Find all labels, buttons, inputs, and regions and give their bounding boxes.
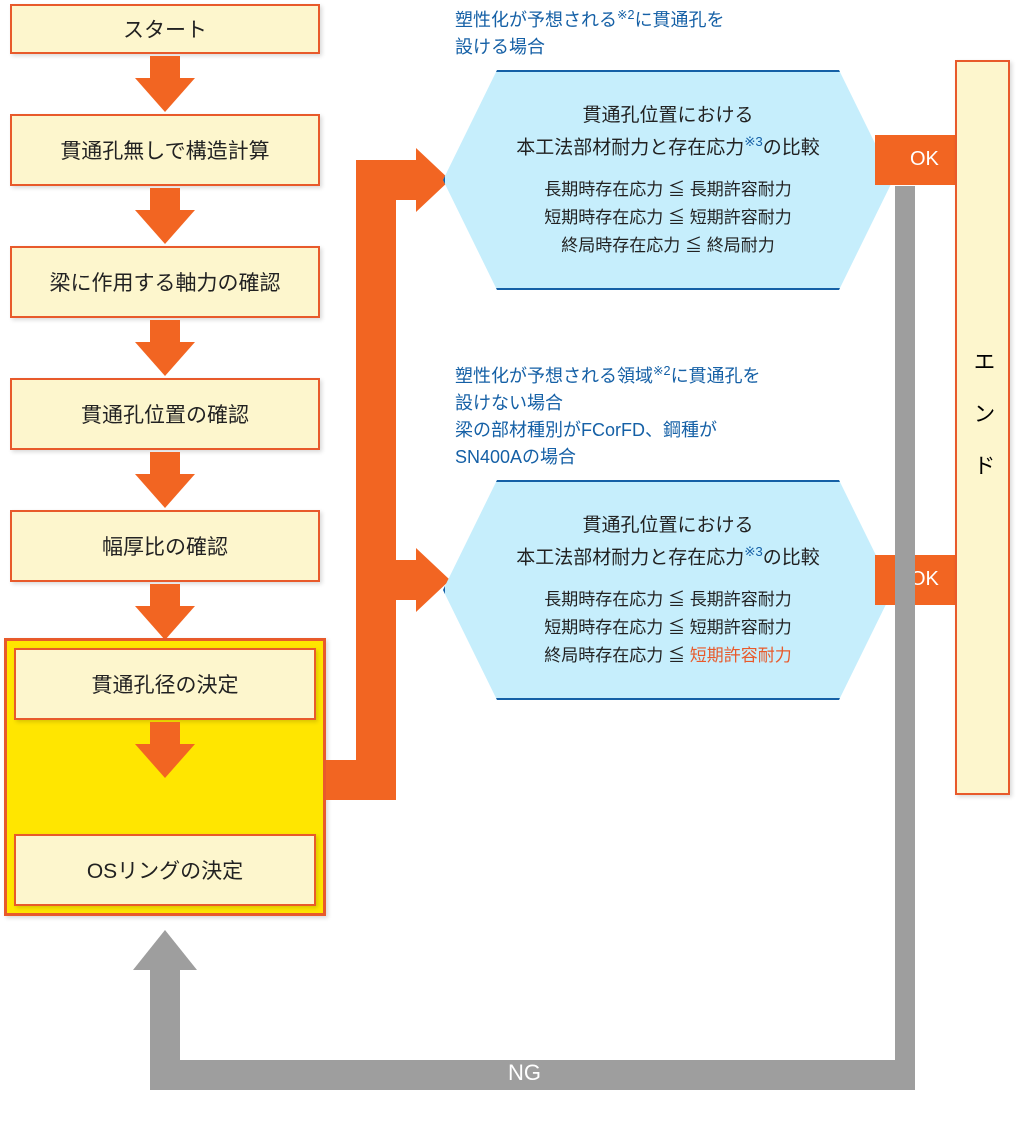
hex1-c3: 終局時存在応力 ≦ 終局耐力 xyxy=(561,234,774,258)
arrow-3 xyxy=(150,320,180,342)
hex1-c1: 長期時存在応力 ≦ 長期許容耐力 xyxy=(544,178,791,202)
box-start: スタート xyxy=(10,4,320,54)
box-6-label: OSリングの決定 xyxy=(87,855,243,885)
hex1-c2: 短期時存在応力 ≦ 短期許容耐力 xyxy=(544,206,791,230)
note-2-l3: 梁の部材種別がFCorFD、鋼種が xyxy=(455,420,717,440)
box-2-label: 梁に作用する軸力の確認 xyxy=(50,267,281,297)
box-2: 梁に作用する軸力の確認 xyxy=(10,246,320,318)
arrow-2 xyxy=(150,188,180,210)
arrow-2-head xyxy=(135,210,195,244)
note-2-l1: 塑性化が予想される領域 xyxy=(455,366,653,386)
ng-label: NG xyxy=(508,1060,541,1086)
hex1-t2: 本工法部材耐力と存在応力※3の比較 xyxy=(516,133,820,162)
box-3: 貫通孔位置の確認 xyxy=(10,378,320,450)
ng-v2a xyxy=(895,606,915,1076)
note-1-l2: 設ける場合 xyxy=(455,37,545,57)
box-1-label: 貫通孔無しで構造計算 xyxy=(60,135,269,165)
hex1-t1: 貫通孔位置における xyxy=(582,103,753,130)
box-end-label: エンド xyxy=(967,350,999,506)
box-6: OSリングの決定 xyxy=(14,834,316,906)
hex-1: 貫通孔位置における 本工法部材耐力と存在応力※3の比較 長期時存在応力 ≦ 長期… xyxy=(443,70,893,290)
hex2-c1: 長期時存在応力 ≦ 長期許容耐力 xyxy=(544,588,791,612)
note-1-l1b: に貫通孔を xyxy=(635,10,725,30)
hex2-c3: 終局時存在応力 ≦ 短期許容耐力 xyxy=(544,644,791,668)
note-2-l1b: に貫通孔を xyxy=(671,366,761,386)
box-5-label: 貫通孔径の決定 xyxy=(92,669,239,699)
branch-h2-head xyxy=(416,548,450,612)
hex2-c2: 短期時存在応力 ≦ 短期許容耐力 xyxy=(544,616,791,640)
note-2-l2: 設けない場合 xyxy=(455,393,563,413)
box-4: 幅厚比の確認 xyxy=(10,510,320,582)
note-2-sup: ※2 xyxy=(653,364,671,378)
branch-h1 xyxy=(356,160,416,200)
ng-up-head xyxy=(133,930,197,970)
note-1: 塑性化が予想される※2に貫通孔を 設ける場合 xyxy=(455,6,885,61)
arrow-1-head xyxy=(135,78,195,112)
branch-v xyxy=(356,160,396,800)
box-4-label: 幅厚比の確認 xyxy=(102,531,228,561)
arrow-6-head xyxy=(135,744,195,778)
note-2: 塑性化が予想される領域※2に貫通孔を 設けない場合 梁の部材種別がFCorFD、… xyxy=(455,362,885,471)
branch-h2 xyxy=(356,560,416,600)
hex-2: 貫通孔位置における 本工法部材耐力と存在応力※3の比較 長期時存在応力 ≦ 長期… xyxy=(443,480,893,700)
box-1: 貫通孔無しで構造計算 xyxy=(10,114,320,186)
box-3-label: 貫通孔位置の確認 xyxy=(81,399,249,429)
note-1-sup: ※2 xyxy=(617,8,635,22)
hex2-t1: 貫通孔位置における xyxy=(582,513,753,540)
ng-v1a xyxy=(895,186,915,306)
box-5: 貫通孔径の決定 xyxy=(14,648,316,720)
box-start-label: スタート xyxy=(123,14,207,44)
arrow-1 xyxy=(150,56,180,78)
arrow-4 xyxy=(150,452,180,474)
arrow-6 xyxy=(150,722,180,744)
arrow-5-head xyxy=(135,606,195,640)
arrow-5 xyxy=(150,584,180,606)
note-1-l1: 塑性化が予想される xyxy=(455,10,617,30)
arrow-4-head xyxy=(135,474,195,508)
ng-up xyxy=(150,970,180,1070)
arrow-3-head xyxy=(135,342,195,376)
note-2-l4: SN400Aの場合 xyxy=(455,447,576,467)
ng-v1b xyxy=(895,290,915,620)
hex2-t2: 本工法部材耐力と存在応力※3の比較 xyxy=(516,543,820,572)
ok1-label: OK xyxy=(910,148,939,171)
box-end: エンド xyxy=(955,60,1010,795)
